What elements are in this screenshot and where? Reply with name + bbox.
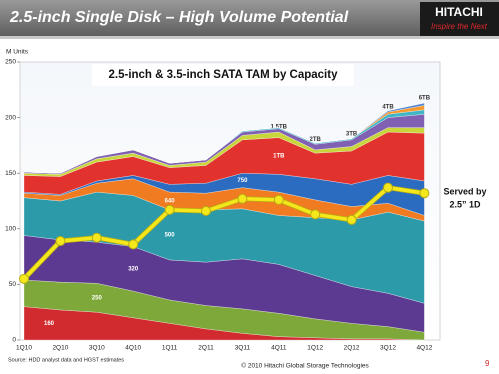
line-marker bbox=[55, 236, 66, 247]
series-label: 4TB bbox=[382, 105, 394, 111]
line-marker bbox=[19, 273, 29, 284]
series-label: 750 bbox=[237, 178, 248, 184]
series-label: 250 bbox=[92, 295, 103, 301]
x-tick-label: 4Q10 bbox=[125, 345, 141, 352]
plot: 1602503205006407501TB1.5TB2TB3TB4TB6TB bbox=[19, 96, 431, 341]
line-marker bbox=[128, 239, 139, 250]
x-tick-label: 2Q10 bbox=[52, 345, 68, 352]
logo-box bbox=[420, 2, 499, 36]
header-bar bbox=[0, 0, 499, 36]
logo: HITACHI bbox=[435, 5, 483, 19]
x-tick-label: 1Q12 bbox=[307, 345, 323, 352]
x-tick-label: 3Q10 bbox=[89, 345, 105, 352]
series-label: 160 bbox=[44, 321, 55, 327]
y-tick-label: 100 bbox=[5, 226, 16, 233]
series-label: 1TB bbox=[273, 154, 285, 160]
y-tick-label: 150 bbox=[5, 170, 16, 177]
y-tick-label: 50 bbox=[9, 281, 17, 288]
line-marker bbox=[164, 204, 175, 215]
x-tick-label: 2Q12 bbox=[344, 345, 360, 352]
chart-title-box bbox=[92, 64, 354, 86]
y-tick-label: 200 bbox=[5, 114, 16, 121]
line-marker bbox=[91, 232, 102, 243]
copyright: © 2010 Hitachi Global Storage Technologi… bbox=[241, 362, 369, 370]
x-tick-label: 4Q12 bbox=[416, 345, 432, 352]
line-label: 2.5” 1D bbox=[449, 199, 481, 209]
series-label: 320 bbox=[128, 266, 139, 272]
x-tick-label: 3Q12 bbox=[380, 345, 396, 352]
series-label: 3TB bbox=[346, 131, 358, 137]
series-label: 640 bbox=[165, 199, 176, 205]
line-marker bbox=[346, 214, 357, 225]
line-marker bbox=[237, 193, 248, 204]
x-tick-label: 2Q11 bbox=[198, 345, 214, 352]
line bbox=[22, 185, 425, 281]
x-tick-label: 1Q11 bbox=[162, 345, 178, 352]
line-marker bbox=[273, 194, 284, 205]
x-tick-label: 3Q11 bbox=[235, 345, 251, 352]
series-label: 6TB bbox=[419, 96, 431, 102]
line-label: Served by bbox=[443, 186, 486, 196]
slide-title: 2.5-inch Single Disk – High Volume Poten… bbox=[9, 9, 349, 26]
source: Source: HDD analyst data and HGST estima… bbox=[8, 357, 124, 363]
series-label: 2TB bbox=[310, 137, 322, 143]
chart-title: 2.5-inch & 3.5-inch SATA TAM by Capacity bbox=[109, 69, 339, 81]
tagline: Inspire the Next bbox=[431, 22, 488, 31]
x-tick-label: 1Q10 bbox=[16, 345, 32, 352]
line-marker bbox=[201, 206, 211, 217]
line-marker bbox=[310, 209, 321, 220]
y-tick-label: 0 bbox=[12, 337, 16, 344]
header-rule bbox=[0, 36, 499, 39]
area bbox=[23, 102, 425, 174]
line-marker bbox=[383, 182, 393, 193]
page-number: 9 bbox=[485, 359, 490, 368]
x-tick-label: 4Q11 bbox=[271, 345, 287, 352]
y-tick-label: 250 bbox=[5, 59, 16, 66]
y-axis-label: M Units bbox=[6, 49, 29, 56]
line-marker bbox=[419, 188, 430, 199]
series-label: 500 bbox=[165, 232, 176, 238]
